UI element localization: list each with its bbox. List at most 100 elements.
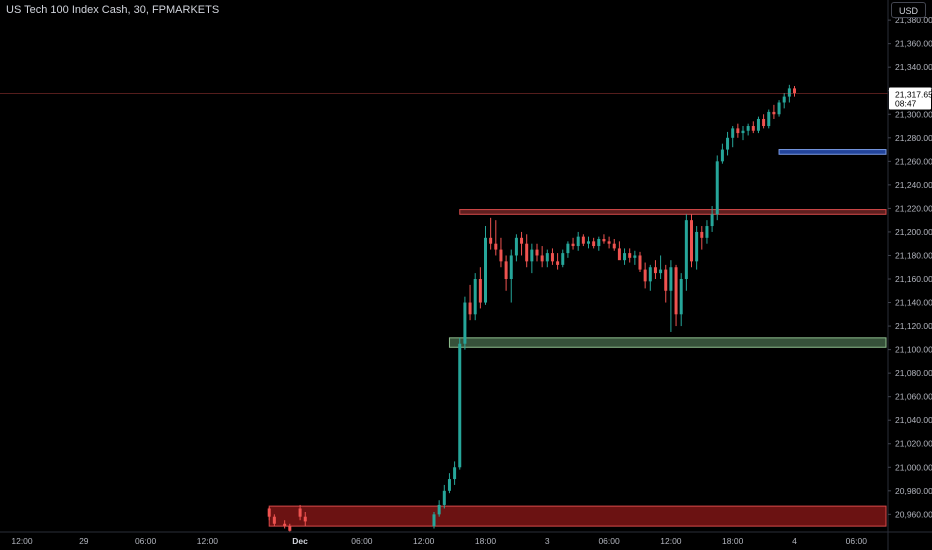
x-tick-label-11: 18:00 (722, 536, 744, 546)
candle-body-43 (623, 253, 627, 261)
y-tick-label-20: 20,980.00 (895, 486, 932, 496)
x-tick-label-2: 06:00 (135, 536, 157, 546)
candle-body-56 (690, 220, 693, 262)
candle-body-76 (793, 88, 796, 94)
x-tick-label-4: Dec (292, 536, 308, 546)
candle-body-13 (468, 302, 472, 315)
currency-button[interactable]: USD (891, 2, 926, 18)
x-tick-label-0: 12:00 (11, 536, 33, 546)
candle-body-24 (525, 243, 529, 262)
candle-body-66 (741, 130, 745, 134)
x-tick-label-1: 29 (79, 536, 89, 546)
candle-body-32 (566, 243, 570, 254)
y-tick-label-13: 21,120.00 (895, 321, 932, 331)
candle-body-36 (587, 241, 590, 244)
candle-body-71 (767, 111, 771, 127)
x-tick-label-5: 06:00 (351, 536, 373, 546)
candle-body-39 (602, 238, 606, 242)
y-tick-label-2: 21,340.00 (895, 62, 932, 72)
current-price-tag (889, 87, 931, 110)
candle-body-7 (437, 504, 441, 515)
zone-3 (778, 149, 887, 155)
candle-body-70 (762, 118, 766, 127)
candle-body-19 (499, 249, 503, 262)
candle-body-62 (720, 149, 724, 162)
candle-body-1 (272, 516, 276, 524)
candle-body-54 (679, 279, 683, 315)
candle-body-33 (571, 243, 575, 247)
y-tick-label-19: 21,000.00 (895, 462, 932, 472)
y-tick-label-1: 21,360.00 (895, 39, 932, 49)
candle-body-10 (453, 467, 457, 480)
zone-2 (459, 209, 887, 215)
candle-body-55 (684, 220, 688, 280)
candle-body-4 (298, 508, 302, 517)
y-tick-label-8: 21,220.00 (895, 203, 932, 213)
candle-body-22 (514, 237, 518, 256)
y-tick-label-16: 21,060.00 (895, 392, 932, 402)
candle-body-67 (746, 126, 750, 131)
candle-body-8 (442, 490, 446, 505)
candle-body-6 (432, 514, 436, 527)
candle-body-21 (509, 255, 513, 280)
y-tick-label-10: 21,180.00 (895, 250, 932, 260)
candle-body-38 (597, 238, 601, 247)
candle-body-45 (633, 255, 637, 258)
candle-body-25 (530, 249, 534, 262)
candle-body-72 (772, 111, 776, 115)
candle-body-48 (648, 267, 652, 282)
candle-body-69 (756, 118, 760, 131)
candle-body-30 (556, 261, 560, 265)
time-axis[interactable]: 12:00 29 06:00 12:00 Dec 06:00 12:00 18:00 3 06:0… (0, 531, 932, 546)
candle-body-27 (540, 255, 544, 262)
x-tick-label-13: 06:00 (846, 536, 868, 546)
y-tick-label-17: 21,040.00 (895, 415, 932, 425)
candle-body-57 (695, 231, 699, 262)
candle-body-73 (777, 102, 781, 115)
candle-body-50 (659, 269, 663, 274)
y-tick-label-21: 20,960.00 (895, 509, 932, 519)
zone-1 (448, 337, 887, 348)
candle-body-29 (550, 253, 554, 262)
candle-body-59 (705, 226, 709, 238)
candle-body-53 (674, 267, 678, 315)
candle-body-41 (612, 243, 616, 249)
candle-body-18 (494, 243, 498, 250)
candle-body-23 (520, 237, 524, 244)
candle-body-74 (782, 96, 786, 103)
candle-body-16 (484, 237, 487, 303)
candle-body-3 (288, 526, 292, 531)
candle-body-9 (447, 479, 451, 491)
y-tick-label-6: 21,260.00 (895, 156, 932, 166)
candle-body-52 (669, 267, 673, 291)
candle-body-64 (731, 128, 735, 138)
candle-body-31 (561, 253, 565, 265)
candle-body-46 (638, 255, 642, 270)
y-tick-label-15: 21,080.00 (895, 368, 932, 378)
y-tick-label-12: 21,140.00 (895, 298, 932, 308)
candle-body-0 (267, 508, 271, 517)
candle-body-28 (545, 253, 549, 262)
candle-body-63 (726, 137, 730, 150)
candle-body-26 (535, 249, 539, 256)
price-axis[interactable]: 21,380.0021,360.0021,340.0021,320.0021,3… (887, 0, 932, 550)
y-tick-label-9: 21,200.00 (895, 227, 932, 237)
x-tick-label-10: 12:00 (660, 536, 682, 546)
y-tick-label-14: 21,100.00 (895, 345, 932, 355)
x-tick-label-6: 12:00 (413, 536, 435, 546)
candle-body-2 (283, 523, 287, 527)
candle-body-17 (489, 237, 493, 244)
candle-body-65 (736, 128, 740, 134)
candle-body-11 (458, 343, 462, 468)
x-tick-label-7: 18:00 (475, 536, 497, 546)
candle-body-35 (581, 236, 585, 244)
candle-body-49 (653, 267, 657, 274)
x-tick-label-12: 4 (792, 536, 797, 546)
countdown-label: 08:47 (895, 98, 917, 108)
candle-body-60 (710, 214, 714, 227)
candle-body-68 (751, 126, 755, 131)
candle-body-61 (715, 161, 719, 215)
zones-layer (268, 149, 887, 527)
x-tick-label-8: 3 (545, 536, 550, 546)
